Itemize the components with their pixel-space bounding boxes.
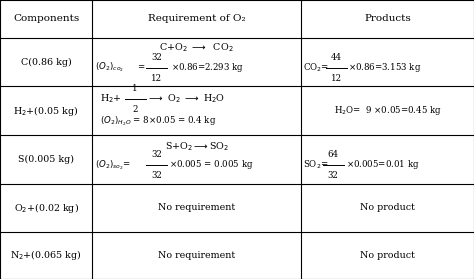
Text: S+O$_2\longrightarrow$SO$_2$: S+O$_2\longrightarrow$SO$_2$ [164,140,229,153]
Text: N$_2$+(0.065 kg): N$_2$+(0.065 kg) [10,248,82,262]
Text: 12: 12 [151,74,162,83]
Text: 1: 1 [132,84,138,93]
Text: S(0.005 kg): S(0.005 kg) [18,155,74,164]
Text: No requirement: No requirement [158,203,235,212]
Text: H$_2$O=  9 $\times$0.05=0.45 kg: H$_2$O= 9 $\times$0.05=0.45 kg [334,104,441,117]
Text: 64: 64 [328,150,339,158]
Text: 32: 32 [151,150,162,158]
Text: C+O$_2$ $\longrightarrow$  CO$_2$: C+O$_2$ $\longrightarrow$ CO$_2$ [159,42,234,54]
Text: No requirement: No requirement [158,251,235,260]
Text: 44: 44 [331,52,342,62]
Text: SO$_2$=: SO$_2$= [303,158,329,171]
Text: C(0.86 kg): C(0.86 kg) [21,57,72,67]
Text: $\times$0.005 = 0.005 kg: $\times$0.005 = 0.005 kg [169,158,254,171]
Text: Components: Components [13,14,79,23]
Text: $\times$0.86=2.293 kg: $\times$0.86=2.293 kg [171,61,244,74]
Text: 12: 12 [331,74,342,83]
Text: O$_2$+(0.02 kg): O$_2$+(0.02 kg) [14,201,79,215]
Text: 32: 32 [151,171,162,180]
Text: No product: No product [360,251,415,260]
Text: $(O_2)_{co_2}$: $(O_2)_{co_2}$ [95,61,124,74]
Text: 32: 32 [151,52,162,62]
Text: Requirement of O₂: Requirement of O₂ [148,14,246,23]
Text: H$_2$+(0.05 kg): H$_2$+(0.05 kg) [13,104,79,118]
Text: 2: 2 [132,105,138,114]
Text: $(O_2)_{H_2O}$ = 8$\times$0.05 = 0.4 kg: $(O_2)_{H_2O}$ = 8$\times$0.05 = 0.4 kg [100,115,216,128]
Text: $(O_2)_{so_2}$=: $(O_2)_{so_2}$= [95,158,131,172]
Text: =: = [137,63,145,72]
Text: CO$_2$=: CO$_2$= [303,61,329,74]
Text: H$_2$+: H$_2$+ [100,93,121,105]
Text: Products: Products [364,14,411,23]
Text: $\times$0.005=0.01 kg: $\times$0.005=0.01 kg [346,158,419,171]
Text: $\times$0.86=3.153 kg: $\times$0.86=3.153 kg [348,61,422,74]
Text: No product: No product [360,203,415,212]
Text: $\longrightarrow$ O$_2$ $\longrightarrow$ H$_2$O: $\longrightarrow$ O$_2$ $\longrightarrow… [147,93,225,105]
Text: 32: 32 [328,171,338,180]
